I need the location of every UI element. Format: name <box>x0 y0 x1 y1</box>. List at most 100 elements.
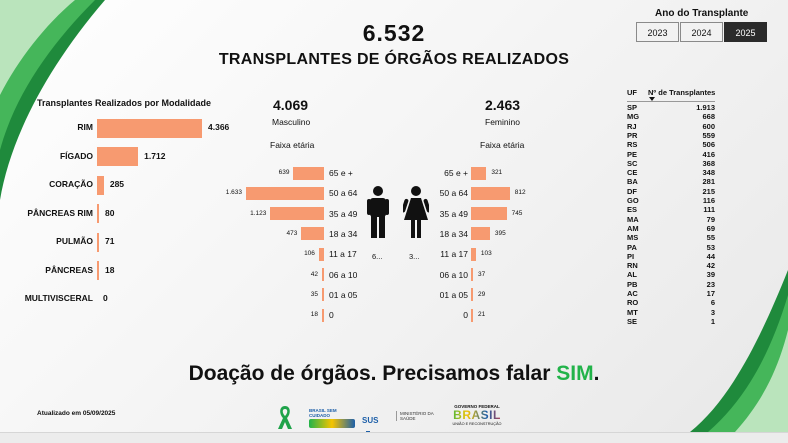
female-bar-01-a-05[interactable] <box>471 288 473 302</box>
modality-label-pulmao: PULMÃO <box>56 236 93 246</box>
female-icon-caption: 3... <box>409 252 420 261</box>
updated-date: Atualizado em 05/09/2025 <box>37 410 116 417</box>
male-bar-01-a-05[interactable] <box>322 288 324 302</box>
state-count: 55 <box>706 233 715 243</box>
male-bar-35-a-49[interactable] <box>270 207 324 221</box>
table-row[interactable]: PR 559 <box>627 131 715 141</box>
male-bar-11-a-17[interactable] <box>318 247 324 261</box>
modality-bar-figado[interactable] <box>97 147 139 166</box>
male-value-0: 18 <box>310 311 318 319</box>
modality-label-figado: FÍGADO <box>59 150 93 161</box>
table-row[interactable]: PI 44 <box>627 252 715 262</box>
male-bar-0[interactable] <box>322 308 324 322</box>
state-uf: MA <box>627 214 639 224</box>
female-age-title: Faixa etária <box>480 140 525 150</box>
male-age-label-11-a-17: 11 a 17 <box>329 249 357 260</box>
female-bar-18-a-34[interactable] <box>471 227 490 241</box>
brasil-wordmark: BRASIL <box>448 409 506 422</box>
male-age-label-18-a-34: 18 a 34 <box>329 228 358 239</box>
year-button-2024[interactable]: 2024 <box>680 22 723 42</box>
female-age-label-18-a-34: 18 a 34 <box>439 228 468 239</box>
female-bar-0[interactable] <box>471 308 473 322</box>
female-bar-06-a-10[interactable] <box>471 268 473 281</box>
table-row[interactable]: MA 79 <box>627 215 715 225</box>
modality-value-pancreas-rim: 80 <box>105 207 115 218</box>
state-count: 215 <box>702 186 715 196</box>
female-bar-11-a-17[interactable] <box>471 247 476 261</box>
table-row[interactable]: GO 116 <box>627 196 715 206</box>
modality-bar-pancreas[interactable] <box>97 261 99 280</box>
table-row[interactable]: PB 23 <box>627 280 715 290</box>
state-count: 416 <box>702 149 715 159</box>
state-uf: SC <box>627 158 638 168</box>
state-count: 53 <box>706 242 715 252</box>
state-uf: SE <box>627 316 638 326</box>
male-bar-65-e-plus[interactable] <box>293 166 324 180</box>
state-uf: RS <box>627 140 638 150</box>
table-row[interactable]: BA 281 <box>627 177 715 187</box>
table-row[interactable]: AM 69 <box>627 224 715 234</box>
modality-bar-pulmao[interactable] <box>97 232 99 252</box>
female-bar-65-e-plus[interactable] <box>471 166 487 180</box>
state-uf: PE <box>627 149 638 159</box>
sort-desc-icon[interactable] <box>649 97 655 101</box>
year-filter-title: Ano do Transplante <box>655 8 749 19</box>
table-row[interactable]: MT 3 <box>627 308 715 318</box>
male-age-label-06-a-10: 06 a 10 <box>329 269 358 280</box>
state-uf: RN <box>627 261 638 271</box>
modality-value-coracao: 285 <box>109 179 125 189</box>
state-count: 506 <box>702 140 715 150</box>
state-uf: GO <box>627 196 639 205</box>
state-uf: DF <box>627 186 637 196</box>
male-value-06-a-10: 42 <box>310 270 318 278</box>
female-value-50-a-64: 812 <box>514 189 526 197</box>
modality-value-pulmao: 71 <box>105 236 115 246</box>
female-bar-35-a-49[interactable] <box>471 207 507 221</box>
uf-column-header[interactable]: UF <box>627 88 637 97</box>
table-row[interactable]: MS 55 <box>627 233 715 243</box>
table-row[interactable]: MG 668 <box>627 112 715 122</box>
table-row[interactable]: RO 6 <box>627 298 715 308</box>
modality-label-pancreas-rim: PÂNCREAS RIM <box>27 207 93 218</box>
modality-bar-rim[interactable] <box>97 118 202 138</box>
modality-value-multivisceral: 0 <box>103 293 108 303</box>
male-age-label-35-a-49: 35 a 49 <box>329 208 358 219</box>
table-row[interactable]: PE 416 <box>627 150 715 160</box>
table-row[interactable]: RJ 600 <box>627 122 715 132</box>
male-value-11-a-17: 106 <box>304 250 315 258</box>
female-total: 2.463 <box>485 97 521 113</box>
male-value-50-a-64: 1.633 <box>225 189 242 197</box>
year-button-2023[interactable]: 2023 <box>636 22 679 42</box>
sus-logo: SUS <box>362 410 394 443</box>
state-count: 1 <box>710 316 715 326</box>
table-row[interactable]: DF 215 <box>627 187 715 197</box>
male-age-label-65-e-plus: 65 e + <box>329 168 353 178</box>
table-row[interactable]: SC 368 <box>627 159 715 169</box>
table-row[interactable]: AC 17 <box>627 289 715 299</box>
slogan-highlight: SIM <box>556 362 594 385</box>
table-row[interactable]: ES 111 <box>627 205 715 215</box>
table-row[interactable]: RN 42 <box>627 261 715 271</box>
table-row[interactable]: PA 53 <box>627 243 715 253</box>
female-age-label-01-a-05: 01 a 05 <box>439 289 468 300</box>
state-uf: ES <box>627 205 638 215</box>
table-row[interactable]: CE 348 <box>627 168 715 178</box>
female-bar-50-a-64[interactable] <box>471 186 510 200</box>
modality-bar-pancreas-rim[interactable] <box>97 204 99 223</box>
male-bar-06-a-10[interactable] <box>321 268 324 281</box>
male-bar-18-a-34[interactable] <box>301 227 324 241</box>
year-button-2025[interactable]: 2025 <box>724 22 767 42</box>
brasil-cuidado-logo: BRASIL SEM CUIDADO <box>309 408 355 428</box>
table-row[interactable]: RS 506 <box>627 140 715 150</box>
count-column-header[interactable]: Nº de Transplantes <box>648 88 716 97</box>
modality-value-rim: 4.366 <box>208 122 230 132</box>
female-age-label-50-a-64: 50 a 64 <box>439 188 468 199</box>
table-row[interactable]: AL 39 <box>627 270 715 280</box>
modality-bar-coracao[interactable] <box>97 175 104 195</box>
state-uf: PR <box>627 130 638 140</box>
state-uf: CE <box>627 168 638 178</box>
total-transplants: 6.532 <box>362 20 426 46</box>
table-row[interactable]: SE 1 <box>627 317 715 327</box>
male-bar-50-a-64[interactable] <box>246 186 324 200</box>
table-row[interactable]: SP 1.913 <box>627 103 715 113</box>
